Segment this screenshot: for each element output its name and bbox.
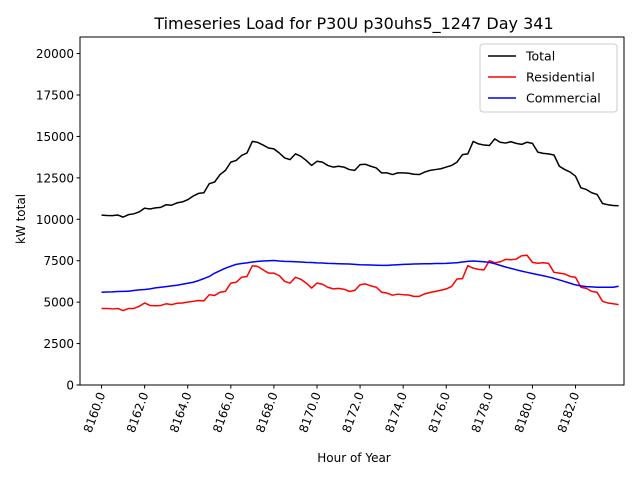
x-tick-label: 8170.0 <box>296 390 324 434</box>
y-tick-label: 15000 <box>36 130 74 144</box>
series-line-residential <box>101 254 619 312</box>
x-tick-label: 8164.0 <box>167 390 195 434</box>
series-line-total <box>101 138 619 218</box>
x-axis-label: Hour of Year <box>317 451 391 465</box>
y-tick-label: 17500 <box>36 89 74 103</box>
y-tick-label: 12500 <box>36 171 74 185</box>
x-tick-label: 8180.0 <box>512 390 540 434</box>
x-tick-label: 8172.0 <box>339 390 367 434</box>
legend-box <box>479 43 618 113</box>
y-tick-label: 20000 <box>36 47 74 61</box>
x-tick-label: 8178.0 <box>469 390 497 434</box>
legend-label-commercial: Commercial <box>526 91 601 106</box>
y-tick-label: 2500 <box>43 337 74 351</box>
x-tick-label: 8168.0 <box>253 390 281 434</box>
chart-title: Timeseries Load for P30U p30uhs5_1247 Da… <box>153 14 553 34</box>
y-tick-label: 7500 <box>43 254 74 268</box>
x-tick-label: 8160.0 <box>81 390 109 434</box>
x-tick-label: 8166.0 <box>210 390 238 434</box>
x-tick-label: 8162.0 <box>124 390 152 434</box>
y-tick-label: 5000 <box>43 296 74 310</box>
y-tick-label: 10000 <box>36 213 74 227</box>
y-tick-label: 0 <box>66 379 74 393</box>
plot-frame <box>79 36 625 386</box>
x-tick-label: 8176.0 <box>426 390 454 434</box>
legend-label-total: Total <box>525 49 555 64</box>
x-tick-label: 8182.0 <box>555 390 583 434</box>
x-tick-label: 8174.0 <box>382 390 410 434</box>
legend: Total Residential Commercial <box>479 43 618 113</box>
y-axis-label: kW total <box>14 194 28 244</box>
series-line-commercial <box>101 259 619 293</box>
legend-label-residential: Residential <box>526 70 595 85</box>
